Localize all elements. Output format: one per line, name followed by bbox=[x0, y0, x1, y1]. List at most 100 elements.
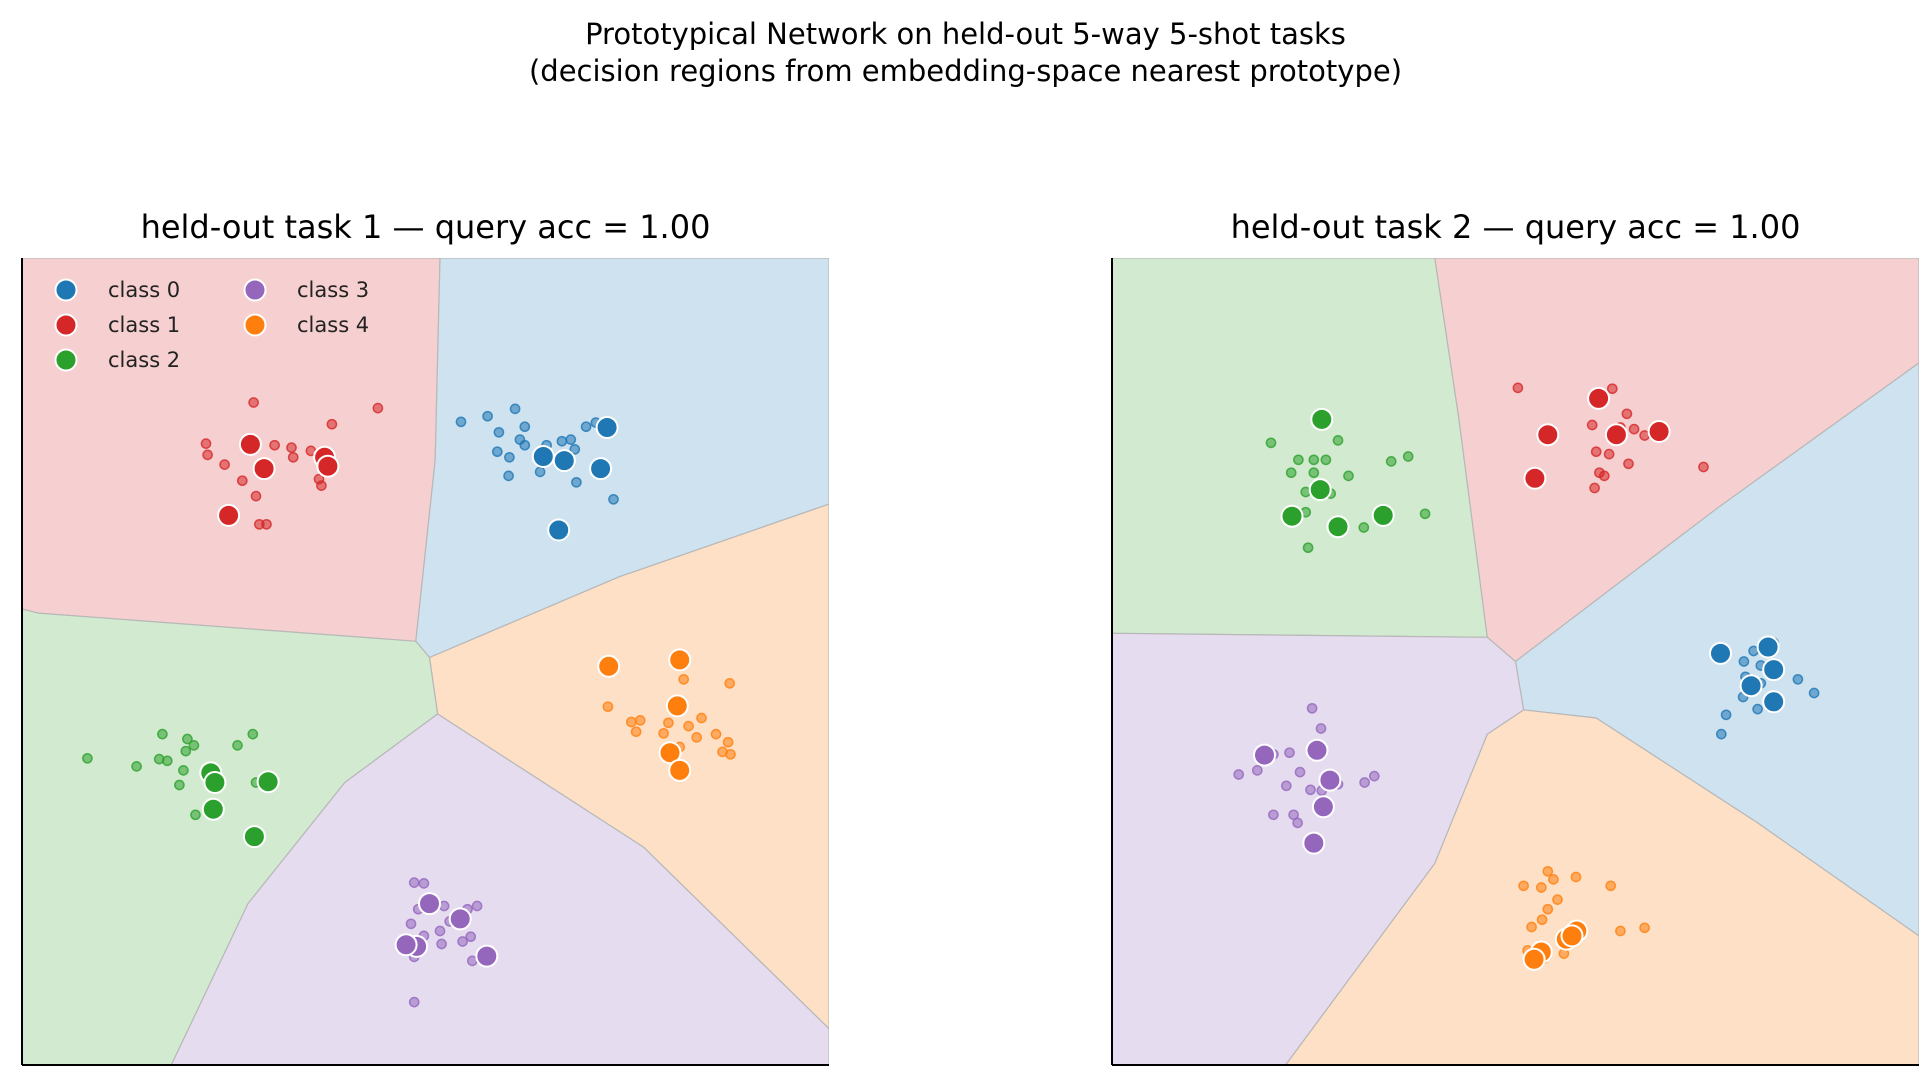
query-point-class-0 bbox=[509, 403, 521, 415]
query-point-class-0 bbox=[1808, 687, 1820, 699]
query-point-class-2 bbox=[1285, 467, 1297, 479]
support-point-class-3 bbox=[475, 944, 499, 968]
support-point-class-4 bbox=[1522, 947, 1546, 971]
query-point-class-3 bbox=[1292, 817, 1303, 829]
query-point-class-3 bbox=[1251, 765, 1263, 776]
query-point-class-0 bbox=[1792, 673, 1804, 685]
support-point-class-3 bbox=[418, 892, 441, 916]
legend-marker-class-0 bbox=[54, 278, 78, 302]
support-point-class-1 bbox=[1647, 420, 1671, 443]
query-point-class-0 bbox=[571, 476, 582, 488]
query-point-class-0 bbox=[519, 439, 531, 451]
support-point-class-0 bbox=[552, 449, 576, 473]
query-point-class-0 bbox=[534, 466, 546, 478]
query-point-class-3 bbox=[436, 938, 447, 950]
query-point-class-2 bbox=[188, 740, 200, 751]
support-point-class-0 bbox=[1762, 658, 1786, 682]
query-point-class-0 bbox=[491, 446, 503, 458]
query-point-class-4 bbox=[634, 715, 646, 726]
query-point-class-0 bbox=[1738, 656, 1750, 667]
legend-marker-class-4 bbox=[243, 313, 267, 337]
figure-title-line-2: (decision regions from embedding-space n… bbox=[528, 54, 1403, 88]
query-point-class-0 bbox=[1715, 728, 1727, 740]
query-point-class-2 bbox=[1419, 508, 1431, 520]
legend-label-class-3: class 3 bbox=[297, 278, 369, 302]
query-point-class-4 bbox=[691, 732, 703, 743]
support-point-class-1 bbox=[217, 503, 241, 527]
support-point-class-0 bbox=[547, 518, 571, 542]
legend: class 0 class 1 class 2 class 3 class 4 bbox=[54, 278, 369, 372]
query-point-class-0 bbox=[608, 493, 619, 505]
query-point-class-2 bbox=[1358, 522, 1370, 533]
query-point-class-3 bbox=[457, 936, 468, 947]
legend-label-class-1: class 1 bbox=[108, 313, 180, 337]
query-point-class-1 bbox=[1589, 482, 1600, 494]
query-point-class-4 bbox=[1605, 880, 1617, 892]
query-point-class-4 bbox=[724, 677, 736, 689]
panel-1-title: held-out task 1 — query acc = 1.00 bbox=[140, 208, 711, 246]
support-point-class-0 bbox=[1709, 641, 1732, 665]
query-point-class-1 bbox=[286, 442, 297, 453]
query-point-class-4 bbox=[663, 717, 674, 729]
query-point-class-4 bbox=[658, 727, 669, 739]
figure-title-line-1: Prototypical Network on held-out 5-way 5… bbox=[585, 17, 1346, 51]
query-point-class-2 bbox=[1385, 456, 1397, 467]
support-point-class-3 bbox=[448, 907, 472, 931]
support-point-class-0 bbox=[1756, 635, 1780, 659]
query-point-class-2 bbox=[1332, 435, 1344, 446]
query-point-class-3 bbox=[1305, 784, 1316, 796]
panel-1-plot-area bbox=[22, 258, 829, 1065]
query-point-class-3 bbox=[471, 900, 483, 912]
query-point-class-1 bbox=[316, 480, 327, 491]
query-point-class-1 bbox=[372, 402, 384, 414]
query-point-class-2 bbox=[180, 745, 192, 757]
support-point-class-3 bbox=[1318, 768, 1342, 792]
query-point-class-1 bbox=[287, 451, 299, 463]
support-point-class-2 bbox=[203, 771, 227, 794]
support-point-class-0 bbox=[589, 457, 613, 481]
legend-marker-class-2 bbox=[54, 348, 78, 372]
query-point-class-4 bbox=[625, 716, 637, 728]
legend-label-class-0: class 0 bbox=[108, 278, 180, 302]
query-point-class-0 bbox=[1720, 709, 1732, 721]
query-point-class-1 bbox=[219, 459, 230, 470]
support-point-class-3 bbox=[1305, 738, 1329, 762]
query-point-class-0 bbox=[569, 443, 581, 455]
support-point-class-0 bbox=[1762, 690, 1786, 714]
query-point-class-1 bbox=[1606, 383, 1618, 395]
query-point-class-4 bbox=[1536, 914, 1548, 926]
panel-2-axes bbox=[1111, 258, 1919, 1066]
query-point-class-4 bbox=[683, 720, 694, 732]
query-point-class-1 bbox=[1590, 446, 1602, 458]
support-point-class-2 bbox=[1310, 407, 1334, 431]
support-point-class-2 bbox=[256, 770, 280, 794]
legend-label-class-4: class 4 bbox=[297, 313, 369, 337]
support-point-class-2 bbox=[1280, 504, 1304, 528]
query-point-class-2 bbox=[153, 753, 165, 765]
query-point-class-3 bbox=[434, 925, 446, 937]
query-point-class-4 bbox=[1552, 894, 1563, 905]
query-point-class-2 bbox=[1265, 437, 1277, 449]
query-point-class-4 bbox=[602, 701, 614, 713]
query-point-class-1 bbox=[326, 418, 338, 430]
support-point-class-3 bbox=[1302, 831, 1326, 855]
query-point-class-3 bbox=[1315, 723, 1327, 734]
query-point-class-3 bbox=[408, 996, 420, 1008]
query-point-class-2 bbox=[82, 752, 93, 764]
support-point-class-2 bbox=[201, 797, 225, 821]
query-point-class-0 bbox=[504, 451, 515, 463]
query-point-class-2 bbox=[1343, 470, 1354, 482]
support-point-class-4 bbox=[597, 654, 621, 678]
decision-region-class-2 bbox=[1112, 258, 1488, 638]
query-point-class-1 bbox=[261, 518, 272, 530]
legend-label-class-2: class 2 bbox=[108, 348, 180, 372]
query-point-class-4 bbox=[725, 748, 736, 760]
panel-2-plot-area bbox=[1112, 258, 1919, 1065]
query-point-class-2 bbox=[247, 728, 259, 740]
decision-region-class-1 bbox=[22, 258, 441, 642]
legend-marker-class-3 bbox=[243, 278, 267, 302]
query-point-class-1 bbox=[248, 397, 259, 408]
support-point-class-2 bbox=[1371, 503, 1395, 527]
query-point-class-4 bbox=[1548, 874, 1559, 885]
